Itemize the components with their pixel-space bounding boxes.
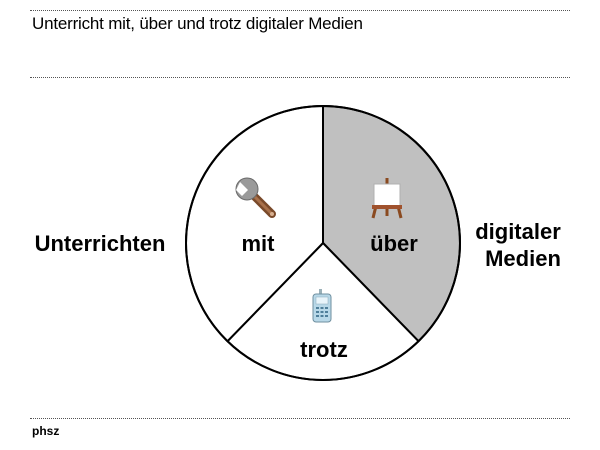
segment-label-uber: über: [370, 231, 418, 256]
segment-label-trotz: trotz: [300, 337, 348, 362]
footer-divider: [30, 418, 570, 419]
footer-label: phsz: [32, 424, 60, 438]
right-label-line1: digitaler: [475, 219, 561, 244]
slide-title: Unterricht mit, über und trotz digitaler…: [32, 14, 363, 33]
right-label-line2: Medien: [485, 246, 561, 271]
top-divider: [30, 10, 570, 11]
title-divider: [30, 77, 570, 78]
left-label: Unterrichten: [35, 231, 166, 256]
wrench-icon: [235, 177, 276, 218]
segment-label-mit: mit: [242, 231, 276, 256]
mobile-phone-icon: [312, 289, 332, 323]
pie-outline: [185, 105, 461, 381]
easel-icon: [371, 178, 403, 219]
